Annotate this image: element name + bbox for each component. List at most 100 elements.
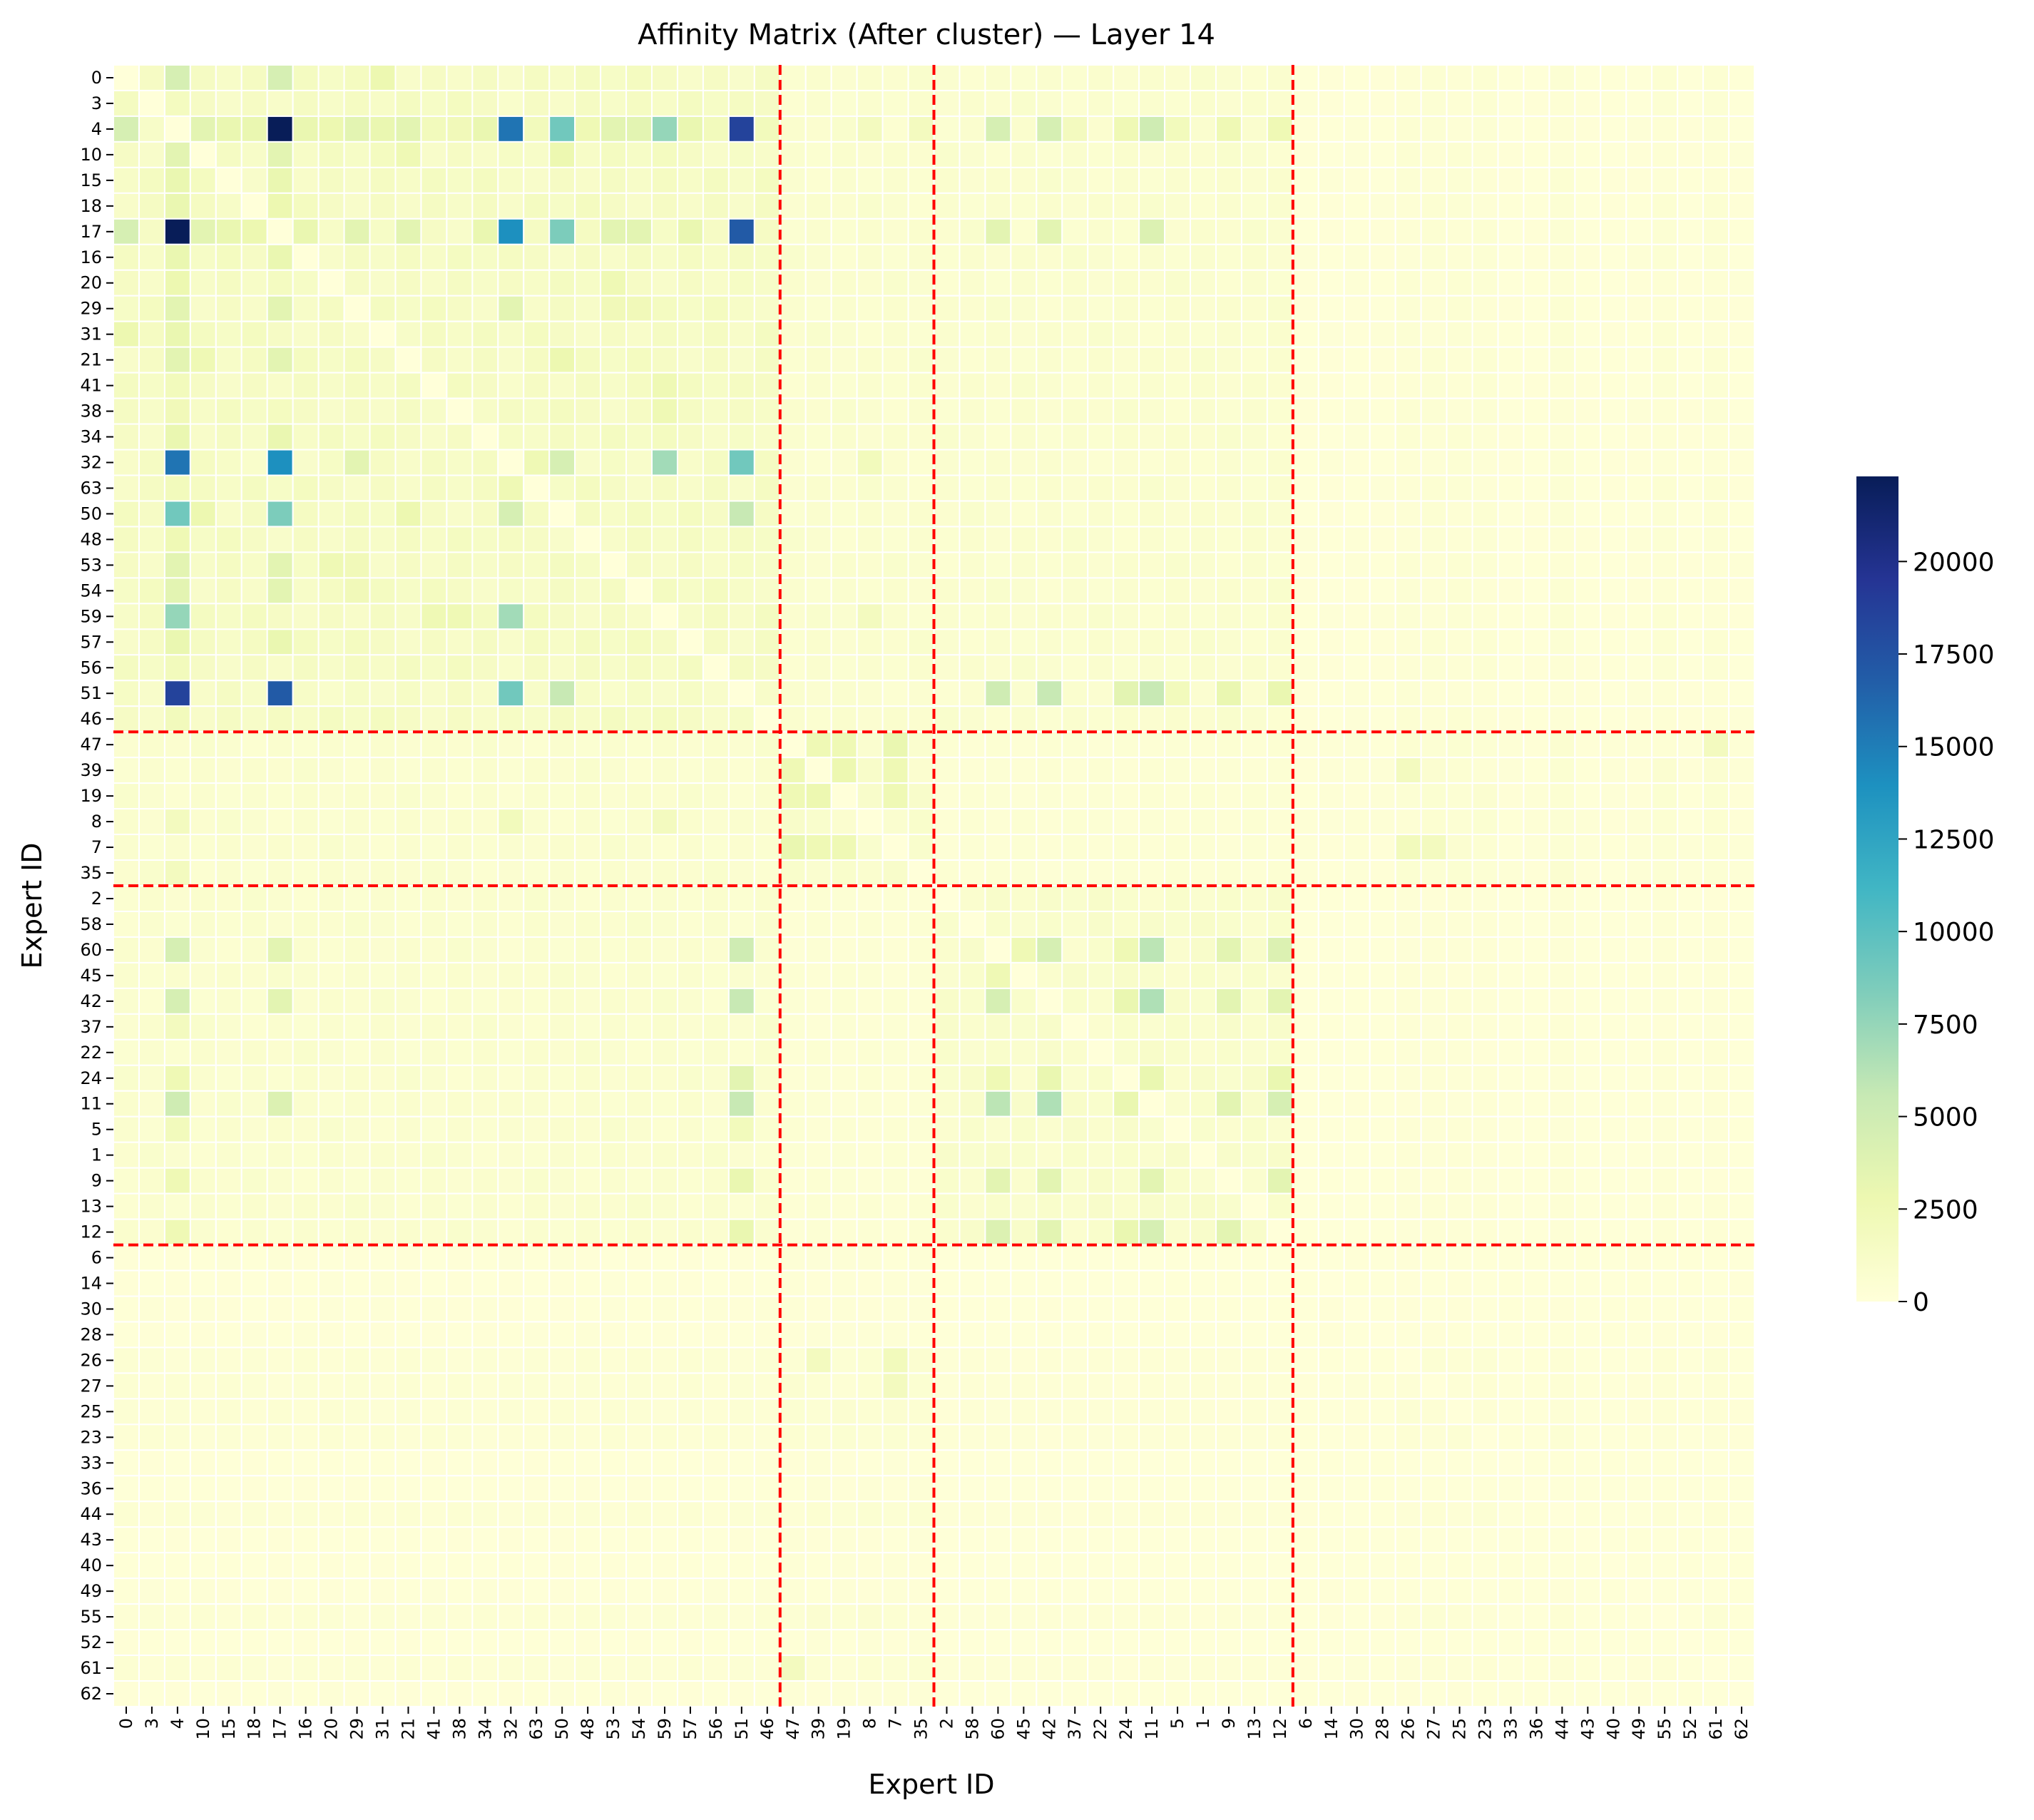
heatmap-cell bbox=[1087, 474, 1115, 502]
y-tick-label: 59 bbox=[80, 606, 102, 626]
heatmap-cell bbox=[1651, 680, 1679, 707]
heatmap-cell bbox=[625, 295, 653, 322]
heatmap-cell bbox=[1061, 834, 1089, 862]
heatmap-cell bbox=[1240, 423, 1268, 451]
heatmap-cell bbox=[1728, 500, 1755, 528]
heatmap-cell bbox=[446, 1141, 474, 1169]
heatmap-cell bbox=[1317, 1115, 1345, 1143]
heatmap-cell bbox=[1240, 115, 1268, 143]
heatmap-cell bbox=[523, 1398, 551, 1426]
heatmap-cell bbox=[1625, 526, 1653, 553]
heatmap-cell bbox=[1036, 1167, 1063, 1195]
heatmap-cell bbox=[1625, 1295, 1653, 1323]
heatmap-cell bbox=[1061, 1552, 1089, 1580]
heatmap-cell bbox=[420, 295, 448, 322]
heatmap-cell bbox=[1574, 1013, 1602, 1041]
heatmap-cell bbox=[1343, 1629, 1371, 1657]
heatmap-cell bbox=[1548, 680, 1576, 707]
heatmap-cell bbox=[1702, 705, 1730, 733]
heatmap-cell bbox=[394, 500, 422, 528]
heatmap-cell bbox=[1061, 1218, 1089, 1246]
heatmap-cell bbox=[497, 987, 525, 1015]
heatmap-cell bbox=[1548, 166, 1576, 194]
heatmap-cell bbox=[420, 1475, 448, 1503]
heatmap-cell bbox=[163, 1090, 191, 1118]
heatmap-cell bbox=[1728, 910, 1755, 938]
heatmap-cell bbox=[1728, 859, 1755, 886]
heatmap-cell bbox=[240, 885, 268, 912]
heatmap-cell bbox=[1548, 1218, 1576, 1246]
heatmap-cell bbox=[292, 1423, 320, 1451]
heatmap-cell bbox=[625, 782, 653, 810]
heatmap-cell bbox=[523, 1244, 551, 1272]
heatmap-cell bbox=[471, 218, 499, 245]
heatmap-cell bbox=[1215, 1398, 1242, 1426]
heatmap-cell bbox=[600, 1552, 628, 1580]
heatmap-cell bbox=[702, 346, 730, 374]
heatmap-cell bbox=[676, 1552, 704, 1580]
heatmap-cell bbox=[727, 1038, 755, 1066]
heatmap-cell bbox=[881, 654, 909, 682]
heatmap-cell bbox=[446, 192, 474, 220]
heatmap-cell bbox=[1369, 1423, 1396, 1451]
x-tick-label: 48 bbox=[578, 1718, 598, 1740]
heatmap-cell bbox=[369, 808, 397, 836]
heatmap-cell bbox=[471, 423, 499, 451]
heatmap-cell bbox=[574, 500, 602, 528]
heatmap-cell bbox=[804, 910, 832, 938]
heatmap-cell bbox=[1010, 449, 1038, 476]
heatmap-cell bbox=[1651, 1321, 1679, 1349]
heatmap-cell bbox=[1036, 961, 1063, 989]
heatmap-cell bbox=[523, 885, 551, 912]
heatmap-cell bbox=[804, 1680, 832, 1707]
heatmap-cell bbox=[1266, 1423, 1294, 1451]
heatmap-cell bbox=[1523, 89, 1550, 117]
heatmap-cell bbox=[1138, 1269, 1166, 1297]
heatmap-cell bbox=[343, 1449, 371, 1477]
heatmap-cell bbox=[189, 885, 217, 912]
heatmap-cell bbox=[1164, 269, 1192, 297]
heatmap-cell bbox=[138, 1655, 165, 1682]
heatmap-cell bbox=[907, 1346, 935, 1374]
heatmap-cell bbox=[779, 1526, 807, 1554]
heatmap-cell bbox=[856, 1475, 884, 1503]
heatmap-cell bbox=[446, 628, 474, 656]
heatmap-cell bbox=[420, 936, 448, 963]
heatmap-cell bbox=[1728, 1013, 1755, 1041]
heatmap-cell bbox=[523, 628, 551, 656]
heatmap-cell bbox=[1113, 218, 1140, 245]
heatmap-cell bbox=[1651, 1372, 1679, 1400]
heatmap-cell bbox=[369, 1090, 397, 1118]
heatmap-cell bbox=[266, 1603, 294, 1631]
heatmap-cell bbox=[317, 936, 345, 963]
heatmap-cell bbox=[727, 1423, 755, 1451]
heatmap-cell bbox=[163, 192, 191, 220]
heatmap-cell bbox=[1702, 1475, 1730, 1503]
heatmap-cell bbox=[574, 808, 602, 836]
heatmap-cell bbox=[1138, 1578, 1166, 1605]
heatmap-cell bbox=[1600, 1192, 1627, 1220]
heatmap-cell bbox=[1394, 140, 1422, 168]
heatmap-cell bbox=[1497, 1295, 1525, 1323]
heatmap-cell bbox=[856, 910, 884, 938]
heatmap-cell bbox=[343, 1167, 371, 1195]
heatmap-cell bbox=[1292, 115, 1319, 143]
heatmap-cell bbox=[933, 64, 961, 91]
heatmap-cell bbox=[574, 910, 602, 938]
heatmap-cell bbox=[625, 987, 653, 1015]
heatmap-cell bbox=[1138, 1167, 1166, 1195]
heatmap-cell bbox=[1574, 64, 1602, 91]
heatmap-cell bbox=[394, 1218, 422, 1246]
heatmap-cell bbox=[446, 1038, 474, 1066]
heatmap-cell bbox=[1523, 1141, 1550, 1169]
heatmap-cell bbox=[1702, 1013, 1730, 1041]
heatmap-cell bbox=[727, 910, 755, 938]
heatmap-cell bbox=[1600, 115, 1627, 143]
heatmap-cell bbox=[1164, 1038, 1192, 1066]
heatmap-cell bbox=[1625, 1321, 1653, 1349]
y-tick-label: 28 bbox=[80, 1324, 102, 1344]
heatmap-cell bbox=[240, 1192, 268, 1220]
colorbar-tick-label: 15000 bbox=[1913, 733, 1995, 762]
heatmap-cell bbox=[830, 295, 858, 322]
heatmap-cell bbox=[394, 885, 422, 912]
